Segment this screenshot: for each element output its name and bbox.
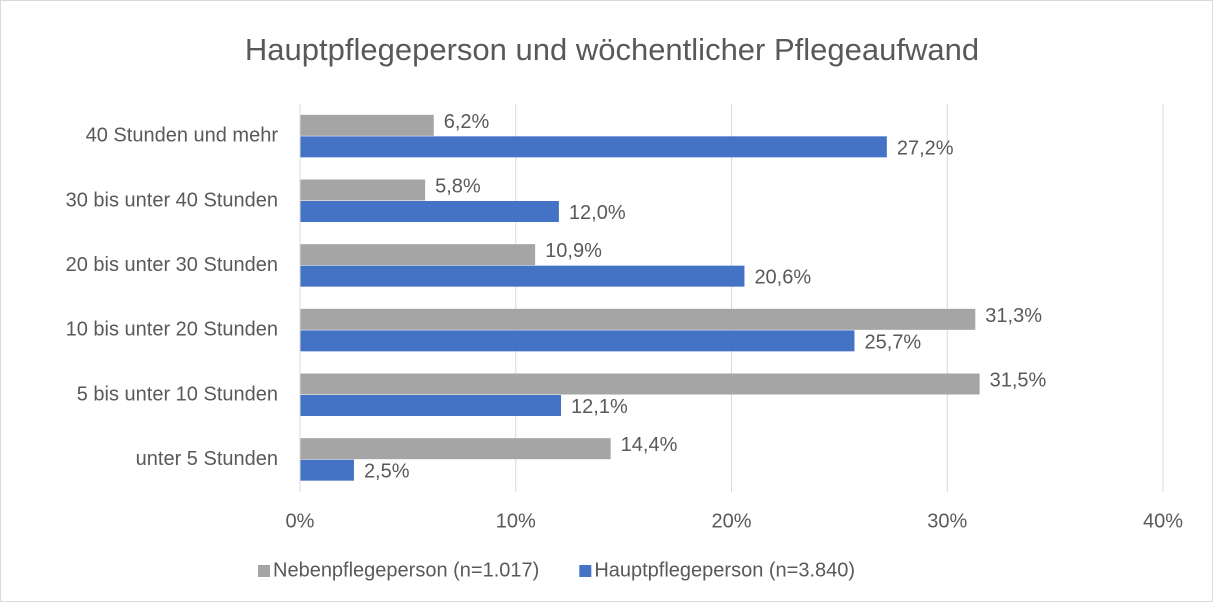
bar xyxy=(300,136,887,158)
data-label: 14,4% xyxy=(621,434,678,456)
bar xyxy=(300,373,980,395)
data-label: 12,1% xyxy=(571,396,628,418)
chart-title: Hauptpflegeperson und wöchentlicher Pfle… xyxy=(245,32,979,67)
y-tick-label: 5 bis unter 10 Stunden xyxy=(77,383,278,405)
bar xyxy=(300,201,559,222)
bar xyxy=(300,244,536,266)
data-label: 31,3% xyxy=(985,305,1042,327)
y-tick-label: 10 bis unter 20 Stunden xyxy=(66,319,278,341)
x-tick-label: 40% xyxy=(1143,510,1183,532)
y-tick-label: 20 bis unter 30 Stunden xyxy=(66,254,278,276)
y-tick-label: 30 bis unter 40 Stunden xyxy=(66,189,278,211)
bar xyxy=(300,265,745,287)
legend-swatch xyxy=(258,565,270,577)
data-label: 12,0% xyxy=(569,202,626,224)
bar xyxy=(300,395,562,416)
data-label: 5,8% xyxy=(435,176,481,198)
bar xyxy=(300,330,855,352)
data-label: 10,9% xyxy=(545,240,602,262)
x-tick-label: 0% xyxy=(286,510,315,532)
data-label: 31,5% xyxy=(990,370,1047,392)
bar xyxy=(300,179,426,201)
x-tick-label: 30% xyxy=(927,510,967,532)
data-label: 27,2% xyxy=(897,137,954,159)
legend-label: Hauptpflegeperson (n=3.840) xyxy=(594,559,855,581)
data-label: 6,2% xyxy=(444,111,490,133)
y-tick-label: unter 5 Stunden xyxy=(136,448,278,470)
data-label: 20,6% xyxy=(754,267,811,289)
y-tick-label: 40 Stunden und mehr xyxy=(86,125,279,147)
data-label: 25,7% xyxy=(864,331,921,353)
data-label: 2,5% xyxy=(364,461,410,483)
x-tick-label: 10% xyxy=(496,510,536,532)
x-tick-label: 20% xyxy=(711,510,751,532)
bar xyxy=(300,308,976,330)
bar xyxy=(300,114,434,136)
bar xyxy=(300,438,611,460)
legend-swatch xyxy=(579,565,592,577)
bar xyxy=(300,459,354,481)
legend-label: Nebenpflegeperson (n=1.017) xyxy=(273,559,539,581)
